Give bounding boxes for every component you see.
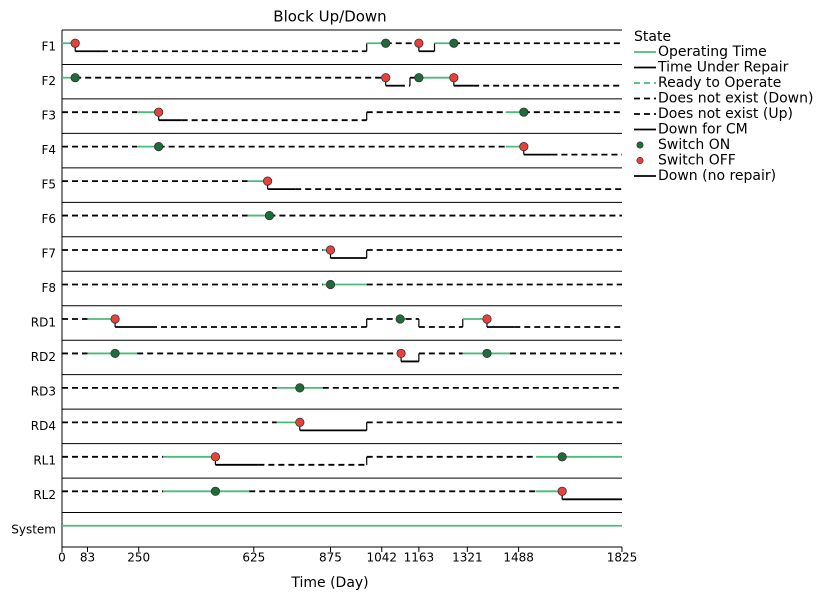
switch-event (395, 314, 405, 324)
switch-event (414, 73, 424, 83)
row-label: F4 (41, 143, 56, 157)
switch-event (482, 348, 492, 359)
switch-event (154, 142, 164, 152)
switch-event (110, 314, 120, 324)
row-label: F6 (41, 212, 56, 226)
switch-event (519, 107, 529, 117)
switch-event (210, 486, 221, 496)
x-tick-label: 1488 (503, 551, 534, 565)
legend-label: Switch OFF (658, 153, 736, 169)
x-tick-label: 625 (242, 551, 265, 565)
x-tick-label: 1163 (404, 551, 435, 565)
switch-event (557, 452, 567, 462)
row-label: System (11, 522, 56, 536)
switch-event (70, 38, 80, 48)
switch-event (295, 383, 305, 393)
legend-title: State (634, 29, 671, 45)
switch-event (210, 452, 221, 462)
row-label: RL2 (33, 488, 56, 502)
chart-title: Block Up/Down (273, 8, 386, 26)
row-label: RD4 (31, 419, 56, 433)
switch-event (325, 279, 336, 290)
switch-event (482, 314, 492, 324)
switch-event (110, 348, 120, 359)
row-label: RD1 (31, 315, 56, 329)
legend-label: Switch ON (658, 137, 730, 153)
switch-event (396, 348, 406, 359)
legend-label: Down for CM (658, 122, 748, 138)
legend-label: Time Under Repair (657, 60, 789, 76)
row-label: RD2 (31, 350, 56, 364)
x-tick-label: 0 (58, 551, 66, 565)
switch-event (519, 142, 529, 152)
row-label: F7 (41, 247, 56, 261)
x-tick-label: 83 (80, 551, 95, 565)
legend-label: Does not exist (Down) (658, 91, 813, 107)
row-label: F1 (41, 40, 56, 54)
switch-event (449, 73, 459, 83)
switch-event (262, 176, 273, 186)
row-label: RL1 (33, 453, 56, 467)
row-label: F2 (41, 74, 56, 88)
switch-event (154, 107, 164, 117)
switch-event (264, 210, 275, 221)
row-label: F8 (41, 281, 56, 295)
legend-label: Down (no repair) (658, 168, 776, 184)
row-label: F5 (41, 178, 56, 192)
legend-label: Operating Time (658, 44, 767, 60)
switch-event (381, 38, 391, 48)
switch-event (70, 73, 80, 83)
switch-event (414, 38, 424, 48)
x-tick-label: 875 (319, 551, 342, 565)
x-tick-label: 1042 (366, 551, 397, 565)
x-tick-label: 1825 (607, 551, 638, 565)
x-tick-label: 250 (127, 551, 150, 565)
row-label: RD3 (31, 384, 56, 398)
legend-label: Does not exist (Up) (658, 106, 793, 122)
switch-event (381, 73, 391, 83)
switch-event (449, 38, 459, 48)
x-tick-label: 1321 (452, 551, 483, 565)
legend-marker (636, 141, 644, 149)
legend-label: Ready to Operate (658, 75, 781, 91)
switch-event (295, 417, 305, 427)
legend-marker (636, 157, 644, 165)
switch-event (325, 245, 336, 255)
x-axis-label: Time (Day) (290, 575, 368, 591)
switch-event (557, 486, 567, 496)
row-label: F3 (41, 109, 56, 123)
